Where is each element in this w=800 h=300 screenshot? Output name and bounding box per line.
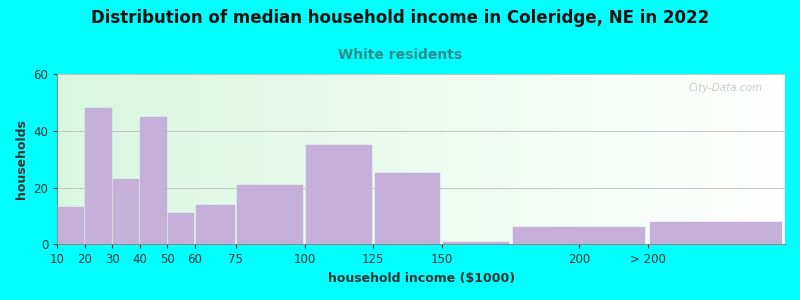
Bar — [195, 205, 235, 244]
Bar — [374, 173, 441, 244]
Text: Distribution of median household income in Coleridge, NE in 2022: Distribution of median household income … — [91, 9, 709, 27]
Bar — [238, 185, 303, 244]
Text: White residents: White residents — [338, 48, 462, 62]
Text: City-Data.com: City-Data.com — [689, 82, 763, 92]
Bar — [650, 222, 782, 244]
X-axis label: household income ($1000): household income ($1000) — [328, 272, 514, 285]
Bar — [140, 117, 166, 244]
Y-axis label: households: households — [15, 119, 28, 199]
Bar — [443, 242, 509, 244]
Bar — [58, 208, 84, 244]
Bar — [514, 227, 645, 244]
Bar — [168, 213, 194, 244]
Bar — [86, 108, 112, 244]
Bar — [306, 145, 372, 244]
Bar — [113, 179, 139, 244]
